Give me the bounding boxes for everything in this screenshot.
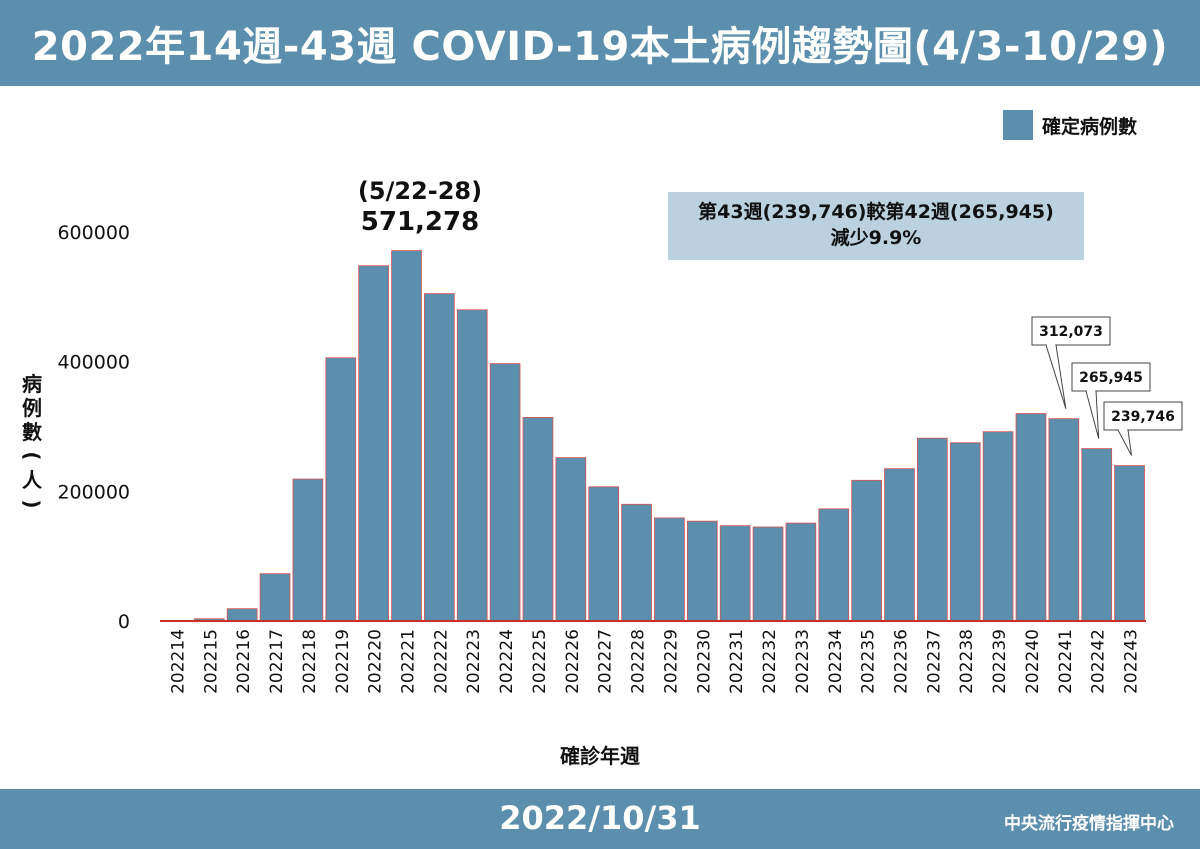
bar-202240	[1015, 413, 1047, 622]
page-title: 2022年14週-43週 COVID-19本土病例趨勢圖(4/3-10/29)	[31, 24, 1169, 70]
bar-202239	[982, 431, 1014, 622]
peak-value-label: 571,278	[360, 207, 480, 237]
callout-box	[1071, 362, 1151, 392]
bar-202223	[456, 309, 488, 622]
bar-202228	[621, 503, 652, 622]
x-tick-label: 202220	[366, 629, 386, 694]
x-tick-label: 202241	[1056, 629, 1076, 694]
comparison-line-2: 減少9.9%	[830, 227, 922, 249]
bar-202229	[654, 517, 685, 622]
x-tick-label: 202239	[990, 629, 1010, 694]
x-tick-label: 202242	[1089, 629, 1109, 694]
x-tick-label: 202233	[793, 629, 813, 694]
x-tick-label: 202221	[399, 629, 419, 694]
footer-bar: 2022/10/31 中央流行疫情指揮中心	[0, 789, 1200, 849]
bar-202218	[292, 478, 324, 622]
x-axis-ticks: 202214 202215 202216 202217 202218 202219 2022…	[168, 629, 1141, 694]
x-tick-label: 202236	[892, 629, 912, 694]
callout-value: 239,746	[1111, 409, 1175, 425]
x-tick-label: 202227	[596, 629, 616, 694]
callout-box	[1103, 401, 1183, 431]
y-axis-title-text: 病例數(人)	[20, 372, 44, 509]
x-tick-label: 202230	[694, 629, 714, 694]
x-axis-title: 確診年週	[560, 744, 640, 768]
legend-label: 確定病例數	[1042, 115, 1138, 138]
bar-202235	[851, 479, 882, 622]
x-tick-label: 202232	[760, 629, 780, 694]
bar-202234	[818, 508, 850, 622]
callout-box	[1031, 316, 1111, 346]
bar-202217	[259, 573, 291, 622]
comparison-box: 第43週(239,746)較第42週(265,945) 減少9.9%	[668, 192, 1084, 260]
callout-value: 265,945	[1079, 370, 1143, 386]
callout-pointer	[1085, 390, 1100, 439]
x-tick-label: 202218	[300, 629, 320, 694]
legend: 確定病例數	[1003, 110, 1137, 140]
x-tick-label: 202238	[957, 629, 977, 694]
x-tick-label: 202217	[267, 629, 287, 694]
peak-week-label: (5/22-28)	[357, 177, 483, 205]
y-tick-label: 0	[118, 611, 130, 633]
x-tick-label: 202224	[497, 629, 517, 694]
comparison-line-1: 第43週(239,746)較第42週(265,945)	[698, 201, 1054, 223]
x-tick-label: 202240	[1023, 629, 1043, 694]
x-tick-label: 202226	[563, 629, 583, 694]
x-tick-label: 202214	[168, 629, 188, 694]
bar-202225	[522, 417, 554, 622]
callout-pointer	[1045, 344, 1067, 409]
footer-date: 2022/10/31	[499, 799, 701, 837]
bar-202224	[489, 363, 521, 622]
bar-202220	[358, 265, 389, 622]
bar-202236	[884, 468, 915, 622]
bar-202221	[391, 250, 422, 622]
bar-202231	[719, 525, 751, 622]
header-bar: 2022年14週-43週 COVID-19本土病例趨勢圖(4/3-10/29)	[0, 0, 1200, 86]
x-tick-label: 202216	[234, 629, 254, 694]
x-tick-label: 202235	[859, 629, 879, 694]
bar-202227	[588, 486, 620, 622]
bar-202243	[1114, 465, 1145, 622]
x-tick-label: 202215	[201, 629, 221, 694]
callout-pointer	[1117, 429, 1133, 456]
callout-202243: 239,746	[1103, 401, 1183, 456]
callout-202241: 312,073	[1031, 316, 1111, 409]
x-tick-label: 202237	[924, 629, 944, 694]
bar-202222	[424, 293, 455, 622]
x-tick-label: 202219	[333, 629, 353, 694]
y-axis-ticks: 0 200000 400000 600000	[57, 222, 130, 633]
x-tick-label: 202225	[530, 629, 550, 694]
bar-202233	[785, 522, 817, 622]
bar-202230	[686, 520, 718, 622]
bar-202237	[917, 437, 948, 622]
bar-202226	[555, 457, 587, 622]
y-tick-label: 200000	[57, 481, 130, 503]
x-tick-label: 202228	[629, 629, 649, 694]
bars-group	[161, 250, 1145, 622]
bar-202238	[949, 442, 981, 622]
bar-202241	[1048, 418, 1080, 622]
bar-202232	[752, 526, 784, 622]
x-tick-label: 202223	[464, 629, 484, 694]
x-tick-label: 202234	[826, 629, 846, 694]
legend-swatch	[1003, 110, 1033, 140]
y-tick-label: 600000	[57, 222, 130, 244]
bar-202242	[1081, 448, 1113, 622]
footer-organization: 中央流行疫情指揮中心	[1004, 814, 1174, 834]
x-tick-label: 202243	[1122, 629, 1142, 694]
callout-202242: 265,945	[1071, 362, 1151, 439]
x-tick-label: 202222	[431, 629, 451, 694]
y-axis-title: 病例數(人)	[18, 372, 46, 516]
x-tick-label: 202229	[661, 629, 681, 694]
bar-202216	[226, 608, 258, 622]
bar-202219	[325, 357, 357, 622]
x-tick-label: 202231	[727, 629, 747, 694]
callout-value: 312,073	[1039, 324, 1103, 340]
peak-annotation: (5/22-28) 571,278	[320, 176, 520, 238]
y-tick-label: 400000	[57, 352, 130, 374]
callouts-group: 312,073 265,945 239,746	[1031, 316, 1183, 456]
